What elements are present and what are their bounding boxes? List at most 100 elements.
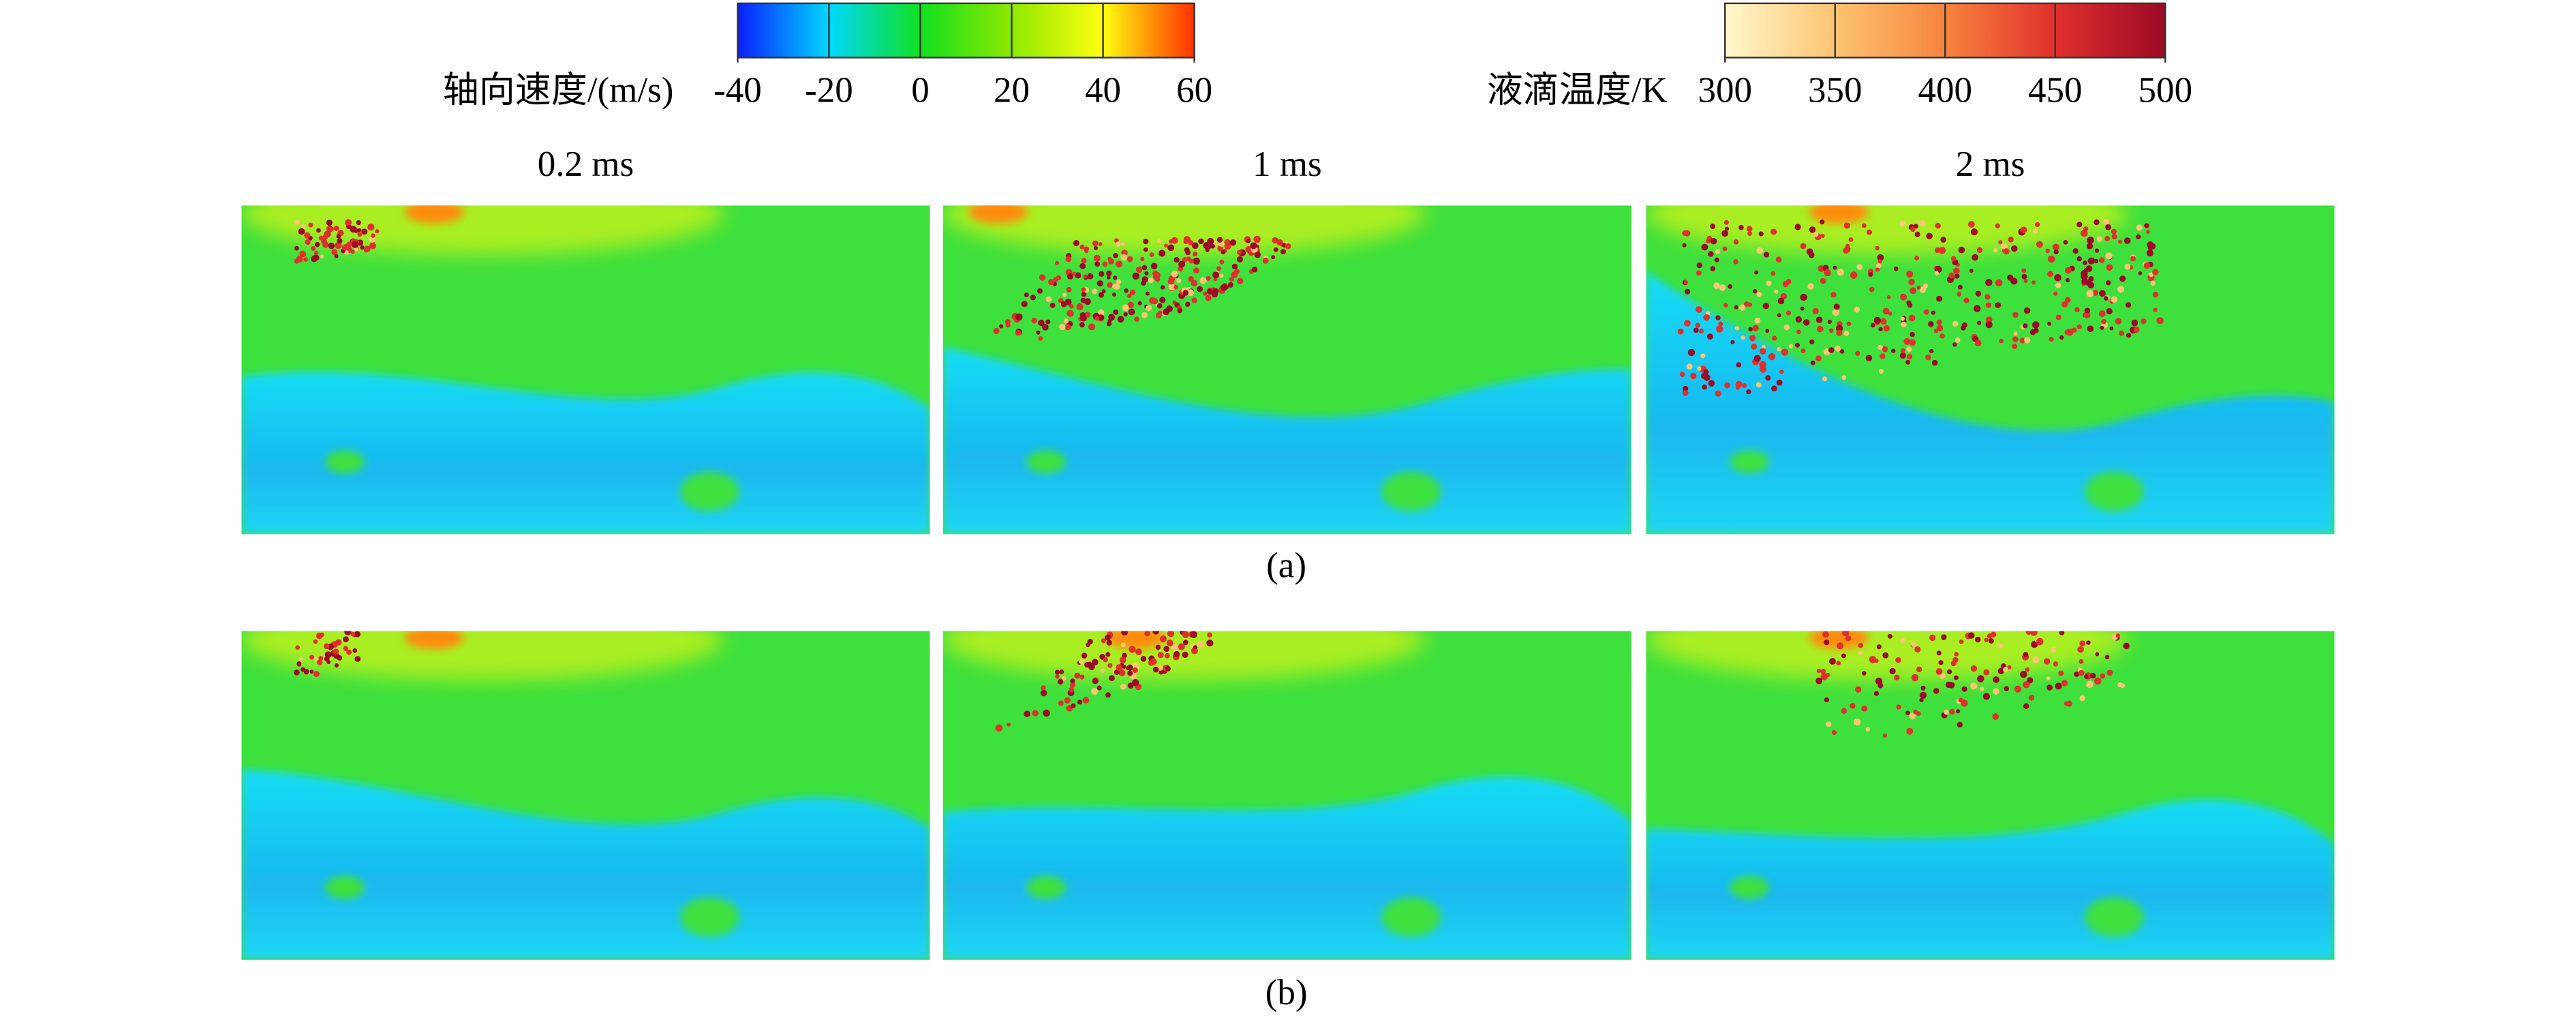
droplet (2086, 290, 2094, 297)
droplet (1948, 272, 1955, 279)
droplet (1229, 276, 1234, 282)
droplet (1132, 272, 1139, 280)
droplet (2136, 234, 2141, 239)
droplet (303, 257, 308, 262)
droplet (1976, 320, 1982, 325)
droplet (326, 226, 333, 232)
droplet (1236, 250, 1242, 255)
droplet (1836, 329, 1843, 336)
droplet (1031, 318, 1037, 324)
droplet (1157, 665, 1163, 671)
droplet (1080, 314, 1087, 322)
droplet (1829, 658, 1836, 665)
droplet (1854, 718, 1861, 726)
droplet (1064, 299, 1072, 305)
droplet (1100, 668, 1105, 674)
droplet (1107, 282, 1113, 288)
droplet (1873, 316, 1881, 325)
droplet (1116, 664, 1123, 672)
droplet (2126, 333, 2132, 338)
droplet (1710, 224, 1716, 229)
droplet (1880, 318, 1887, 325)
droplet (1958, 246, 1965, 254)
droplet (301, 224, 306, 229)
droplet (1874, 659, 1879, 663)
droplet (357, 232, 363, 237)
droplet (2024, 337, 2031, 344)
droplet (2083, 226, 2089, 232)
droplet (1862, 671, 1867, 676)
droplet (318, 656, 324, 661)
droplet (328, 242, 335, 250)
droplet (2111, 296, 2118, 303)
droplet (2023, 652, 2029, 658)
droplet (1229, 239, 1237, 246)
droplet (2078, 669, 2085, 676)
droplet (1947, 669, 1952, 674)
droplet (1977, 675, 1984, 682)
droplet (1144, 271, 1149, 276)
droplet (1896, 704, 1901, 710)
droplet (2059, 631, 2065, 636)
droplet (1696, 262, 1703, 269)
green-island (2085, 897, 2144, 937)
droplet (1070, 678, 1075, 684)
droplet (1177, 308, 1182, 314)
droplet (2046, 676, 2051, 681)
droplet (1092, 678, 1099, 684)
droplet (2031, 280, 2036, 285)
droplet (2094, 258, 2099, 264)
droplet (1931, 310, 1936, 315)
droplet (344, 631, 352, 635)
droplet (1886, 295, 1891, 299)
droplet (304, 232, 311, 239)
droplet (1984, 637, 1989, 642)
droplet (2104, 236, 2111, 241)
droplet (2119, 275, 2126, 282)
droplet (1703, 374, 1711, 381)
droplet (1119, 657, 1126, 663)
droplet (354, 228, 359, 233)
droplet (1146, 305, 1152, 312)
droplet (1015, 313, 1023, 321)
droplet (1883, 325, 1890, 332)
droplet (1808, 252, 1815, 258)
droplet (1800, 306, 1805, 311)
high-speed-region (241, 631, 724, 681)
droplet (1101, 638, 1106, 644)
droplet (1187, 289, 1195, 297)
droplet (1928, 321, 1934, 327)
droplet (1855, 350, 1860, 356)
colorbar-tick-label: 20 (994, 71, 1030, 110)
droplet (2125, 302, 2132, 308)
green-island (1381, 471, 1441, 511)
droplet (1120, 242, 1125, 247)
droplet (2106, 307, 2113, 315)
droplet (2123, 642, 2130, 650)
droplet (2064, 297, 2071, 303)
column-title: 1 ms (1253, 145, 1322, 184)
droplet (2071, 327, 2077, 333)
green-island (1381, 897, 1441, 937)
droplet (2088, 275, 2094, 282)
droplet (1084, 662, 1090, 668)
droplet (316, 659, 323, 665)
droplet (1803, 319, 1810, 326)
droplet (1059, 323, 1066, 331)
droplet (1097, 685, 1102, 691)
droplet (1098, 292, 1105, 298)
droplet (2002, 667, 2009, 673)
droplet (1761, 344, 1766, 349)
droplet (2094, 248, 2100, 253)
droplet (1686, 363, 1693, 370)
droplet (1938, 247, 1946, 254)
droplet (295, 645, 301, 650)
droplet (1191, 297, 1197, 303)
droplet (1949, 708, 1955, 715)
droplet (2079, 659, 2084, 664)
droplet (1227, 282, 1233, 288)
droplet (1135, 648, 1142, 655)
droplet (1916, 666, 1922, 673)
droplet (1899, 220, 1906, 227)
